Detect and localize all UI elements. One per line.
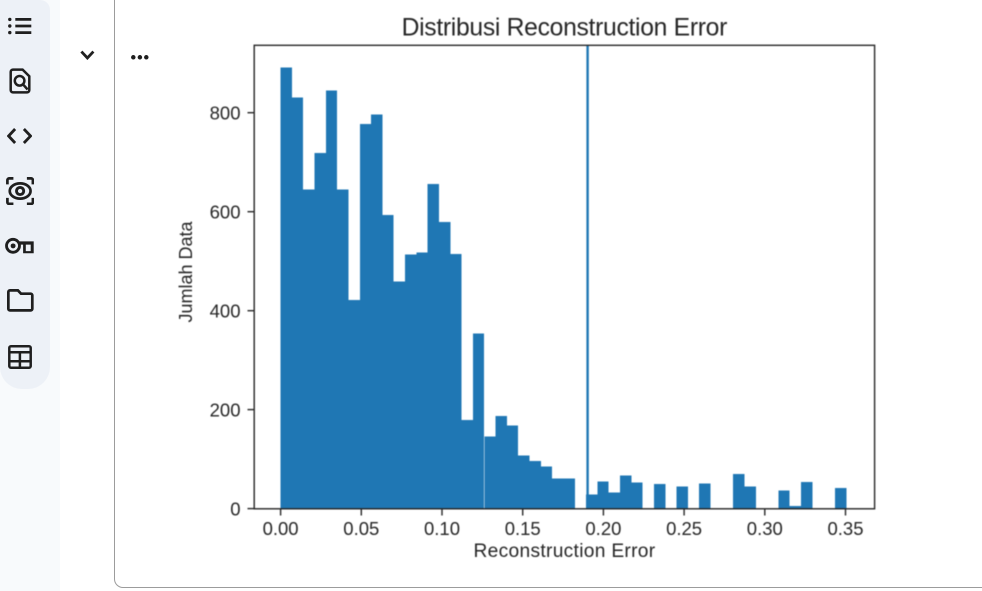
svg-text:0.10: 0.10: [424, 518, 460, 539]
svg-text:Jumlah Data: Jumlah Data: [176, 220, 196, 322]
svg-text:Reconstruction Error: Reconstruction Error: [474, 541, 656, 562]
svg-text:0.05: 0.05: [343, 518, 379, 539]
svg-text:0: 0: [230, 498, 240, 519]
svg-text:0.30: 0.30: [747, 518, 783, 539]
svg-text:200: 200: [210, 399, 241, 420]
svg-text:Distribusi Reconstruction Erro: Distribusi Reconstruction Error: [402, 14, 728, 41]
svg-text:0.25: 0.25: [666, 518, 702, 539]
svg-text:0.35: 0.35: [827, 518, 863, 539]
svg-text:600: 600: [210, 201, 241, 222]
svg-text:0.20: 0.20: [585, 518, 621, 539]
svg-text:0.00: 0.00: [263, 518, 299, 539]
svg-text:0.15: 0.15: [505, 518, 541, 539]
svg-text:800: 800: [210, 102, 241, 123]
svg-text:400: 400: [210, 300, 241, 321]
